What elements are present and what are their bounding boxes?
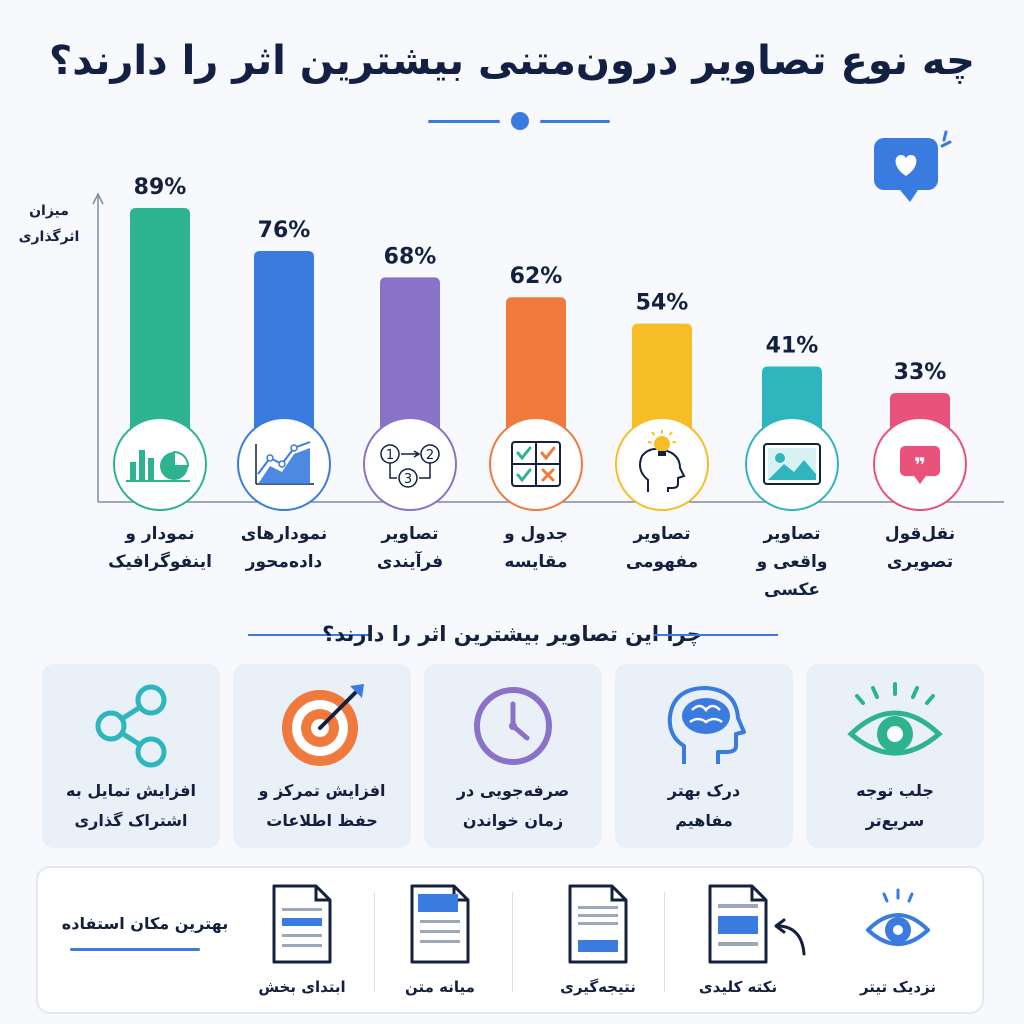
- heart-bubble-icon: [874, 130, 952, 202]
- category-label-line: نمودارهای: [240, 524, 328, 544]
- bar: [130, 208, 190, 462]
- why-card-line2: حفظ اطلاعات: [266, 811, 378, 830]
- doc-end-highlight-icon: [568, 884, 628, 964]
- category-label-line: واقعی و عکسی: [756, 552, 828, 600]
- svg-text:3: 3: [404, 472, 412, 487]
- category-label-line: تصاویر: [763, 524, 821, 544]
- category-label-line: نقل‌قول: [884, 524, 956, 544]
- bar: [254, 250, 314, 462]
- category-label-line: اینفوگرافیک: [108, 552, 212, 572]
- placement-label: میانه متن: [405, 978, 475, 996]
- bar-pie-chart-icon: [113, 417, 207, 511]
- category-label: تصاویر مفهومی: [597, 520, 727, 576]
- title-divider-right: [540, 120, 610, 123]
- svg-text:❞: ❞: [914, 453, 926, 477]
- why-card-time: صرفه‌جویی در زمان خواندن: [424, 664, 602, 848]
- category-label-line: تصویری: [886, 552, 954, 572]
- curved-arrow-icon: [774, 918, 806, 956]
- placement-panel: [36, 866, 984, 1014]
- why-card-line2: اشتراک گذاری: [74, 811, 188, 830]
- svg-text:1: 1: [386, 448, 394, 463]
- placement-separator: [374, 892, 375, 992]
- page-title: چه نوع تصاویر درون‌متنی بیشترین اثر را د…: [49, 38, 975, 84]
- section-divider-right: [654, 634, 778, 636]
- placement-label: ابتدای بخش: [258, 978, 346, 996]
- category-label-line: مقایسه: [504, 552, 568, 572]
- share-icon: [95, 684, 167, 768]
- why-card-understanding: درک بهتر مفاهیم: [615, 664, 793, 848]
- data-label: 33%: [894, 360, 947, 385]
- doc-top-highlight-icon: [272, 884, 332, 964]
- data-label: 76%: [258, 218, 311, 243]
- why-card-share: افزایش تمایل به اشتراک گذاری: [42, 664, 220, 848]
- section-divider-left: [248, 634, 372, 636]
- lightbulb-head-icon: [615, 417, 709, 511]
- placement-separator: [664, 892, 665, 992]
- category-label: نمودارهای داده‌محور: [219, 520, 349, 576]
- placement-label: نکته کلیدی: [698, 978, 778, 996]
- why-card-line1: افزایش تمایل به: [66, 781, 196, 800]
- category-label-line: جدول و: [504, 524, 568, 544]
- svg-text:2: 2: [426, 448, 434, 463]
- comparison-table-icon: [489, 417, 583, 511]
- quote-icon: ❞: [873, 417, 967, 511]
- placement-label: نزدیک تیتر: [859, 978, 937, 996]
- category-label-line: مفهومی: [625, 552, 699, 572]
- category-label: نقل‌قول تصویری: [855, 520, 985, 576]
- category-label-line: تصاویر: [633, 524, 691, 544]
- placement-separator: [512, 892, 513, 992]
- target-icon: [282, 684, 364, 766]
- photo-icon: [745, 417, 839, 511]
- y-axis-label: میزان اثرگذاری: [18, 203, 80, 245]
- title-divider-left: [428, 120, 500, 123]
- placement-heading: بهترین مکان استفاده: [61, 914, 229, 933]
- bar: [380, 277, 440, 462]
- why-card-line1: جلب توجه: [856, 781, 934, 800]
- process-flow-icon: 1 23: [363, 417, 457, 511]
- placement-label: نتیجه‌گیری: [560, 978, 636, 996]
- data-label: 89%: [134, 175, 187, 200]
- eye-outline-icon: [866, 888, 930, 946]
- y-axis-arrow: [92, 192, 104, 205]
- category-label-line: فرآیندی: [376, 552, 444, 572]
- brain-icon: [667, 686, 746, 764]
- data-label: 68%: [384, 244, 437, 269]
- data-label: 41%: [766, 334, 819, 359]
- why-card-line2: مفاهیم: [675, 811, 733, 830]
- why-card-line2: سریع‌تر: [865, 811, 925, 830]
- why-section-title: چرا این تصاویر بیشترین اثر را دارند؟: [322, 622, 702, 646]
- title-divider-dot: [511, 112, 529, 130]
- category-label-line: داده‌محور: [245, 552, 323, 572]
- data-label: 54%: [636, 291, 689, 316]
- category-label-line: نمودار و: [125, 524, 195, 544]
- clock-icon: [474, 687, 552, 765]
- why-card-line2: زمان خواندن: [462, 811, 564, 830]
- why-card-line1: افزایش تمرکز و: [258, 781, 386, 800]
- line-chart-icon: [237, 417, 331, 511]
- data-label: 62%: [510, 264, 563, 289]
- doc-key-point-icon: [708, 884, 768, 964]
- why-card-focus: افزایش تمرکز و حفظ اطلاعات: [233, 664, 411, 848]
- category-label-line: تصاویر: [381, 524, 439, 544]
- category-label: جدول و مقایسه: [471, 520, 601, 576]
- why-card-line1: صرفه‌جویی در: [456, 781, 570, 800]
- category-label: نمودار و اینفوگرافیک: [95, 520, 225, 576]
- category-label: تصاویر فرآیندی: [345, 520, 475, 576]
- placement-heading-underline: [70, 948, 200, 951]
- why-card-attention: جلب توجه سریع‌تر: [806, 664, 984, 848]
- why-card-line1: درک بهتر: [667, 781, 741, 800]
- bar-chart: 89% 76% 68% 62% 54% 41% 33% 1 23 ❞: [92, 175, 1004, 511]
- eye-icon: [847, 682, 943, 756]
- doc-mid-highlight-icon: [410, 884, 470, 964]
- category-label: تصاویر واقعی و عکسی: [727, 520, 857, 604]
